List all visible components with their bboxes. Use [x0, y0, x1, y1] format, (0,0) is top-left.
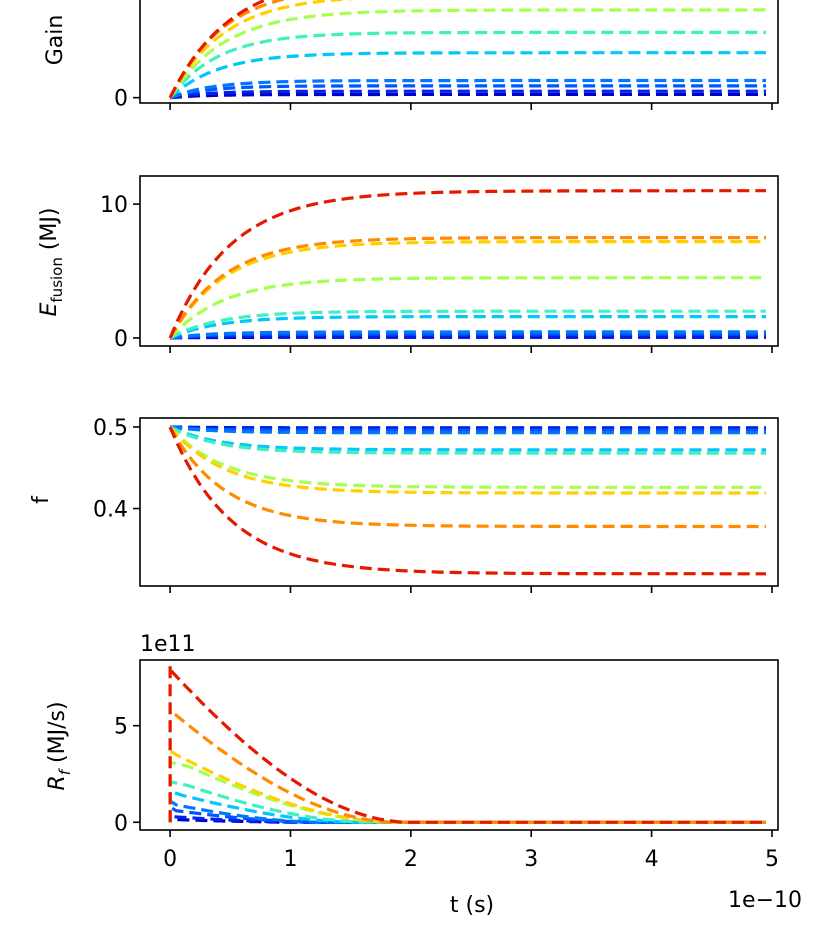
- f-series-3: [169, 425, 766, 432]
- gain-series-1: [169, 92, 766, 100]
- rf-y-ticks: 05: [114, 715, 140, 836]
- gain-series-8: [168, 0, 355, 99]
- efusion-panel: 0 10 Efusion (MJ): [37, 175, 779, 353]
- f-y-tick-label-1: 0.5: [93, 416, 128, 441]
- rf-series-8: [168, 747, 766, 824]
- efusion-axes-frame: [139, 175, 779, 347]
- x-tick-label-1: 1: [283, 847, 297, 872]
- efusion-y-axis-label: Efusion (MJ): [37, 207, 66, 316]
- gain-y-axis-label: Gain: [43, 15, 68, 66]
- x-tick-label-3: 3: [524, 847, 538, 872]
- gain-series-4: [169, 78, 766, 100]
- gain-y-tick-label-0: 0: [114, 87, 128, 112]
- rf-series-3: [168, 803, 766, 824]
- f-y-ticks: 0.4 0.5: [93, 416, 140, 523]
- f-series-4: [169, 425, 766, 435]
- f-curves: [168, 425, 766, 576]
- efusion-series-3: [169, 332, 766, 340]
- gain-series-2: [169, 89, 766, 100]
- f-y-tick-label-0: 0.4: [93, 498, 128, 523]
- x-tick-label-5: 5: [765, 847, 779, 872]
- f-panel: 0.4 0.5 f: [29, 416, 779, 593]
- rf-y-offset-label: 1e11: [140, 632, 196, 657]
- gain-series-7: [168, 8, 766, 99]
- efusion-series-7: [168, 276, 766, 340]
- efusion-x-ticks: [169, 346, 773, 353]
- rf-y-tick-label-0: 0: [114, 811, 128, 836]
- gain-axes-frame: [139, 0, 779, 104]
- f-series-10: [168, 426, 766, 576]
- rf-x-ticks: 0 1 2 3 4 5: [163, 830, 779, 872]
- efusion-y-tick-label-0: 0: [114, 327, 128, 352]
- rf-y-tick-label-1: 5: [114, 715, 128, 740]
- efusion-curves: [168, 189, 766, 340]
- f-series-5: [169, 425, 766, 452]
- f-series-2: [170, 425, 766, 431]
- x-tick-label-4: 4: [645, 847, 659, 872]
- gain-panel: 0 10 Gain: [43, 0, 779, 112]
- efusion-series-8: [168, 240, 766, 339]
- gain-y-ticks: 0 10: [100, 0, 140, 112]
- gain-series-5: [169, 51, 766, 99]
- f-series-9: [168, 426, 766, 529]
- efusion-series-4: [169, 330, 766, 340]
- gain-series-6: [168, 30, 766, 99]
- rf-series-10: [168, 665, 766, 824]
- f-axes-frame: [139, 417, 779, 587]
- gain-curves: [168, 0, 766, 100]
- rf-curves: [168, 665, 766, 824]
- rf-series-9: [168, 706, 766, 824]
- x-tick-label-0: 0: [163, 847, 177, 872]
- efusion-series-10: [168, 189, 766, 339]
- f-series-8: [168, 425, 766, 495]
- gain-y-tick-label-1: 10: [100, 0, 128, 5]
- f-x-ticks: [169, 586, 773, 593]
- rf-y-axis-label: Rf (MJ/s): [45, 701, 74, 790]
- efusion-series-5: [169, 315, 766, 340]
- rf-axes-frame: [139, 659, 779, 831]
- rf-series-6: [168, 779, 766, 824]
- x-tick-label-2: 2: [404, 847, 418, 872]
- f-y-axis-label: f: [29, 495, 54, 504]
- gain-x-ticks: [169, 103, 773, 110]
- efusion-series-2: [170, 334, 766, 340]
- rf-series-5: [168, 789, 766, 824]
- rf-series-4: [168, 798, 766, 824]
- efusion-y-tick-label-1: 10: [100, 193, 128, 218]
- x-axis-label: t (s): [450, 893, 494, 918]
- efusion-y-ticks: 0 10: [100, 193, 140, 352]
- f-series-7: [168, 425, 766, 489]
- gain-series-3: [169, 84, 766, 100]
- efusion-series-9: [168, 236, 766, 339]
- x-offset-label: 1e−10: [728, 888, 802, 913]
